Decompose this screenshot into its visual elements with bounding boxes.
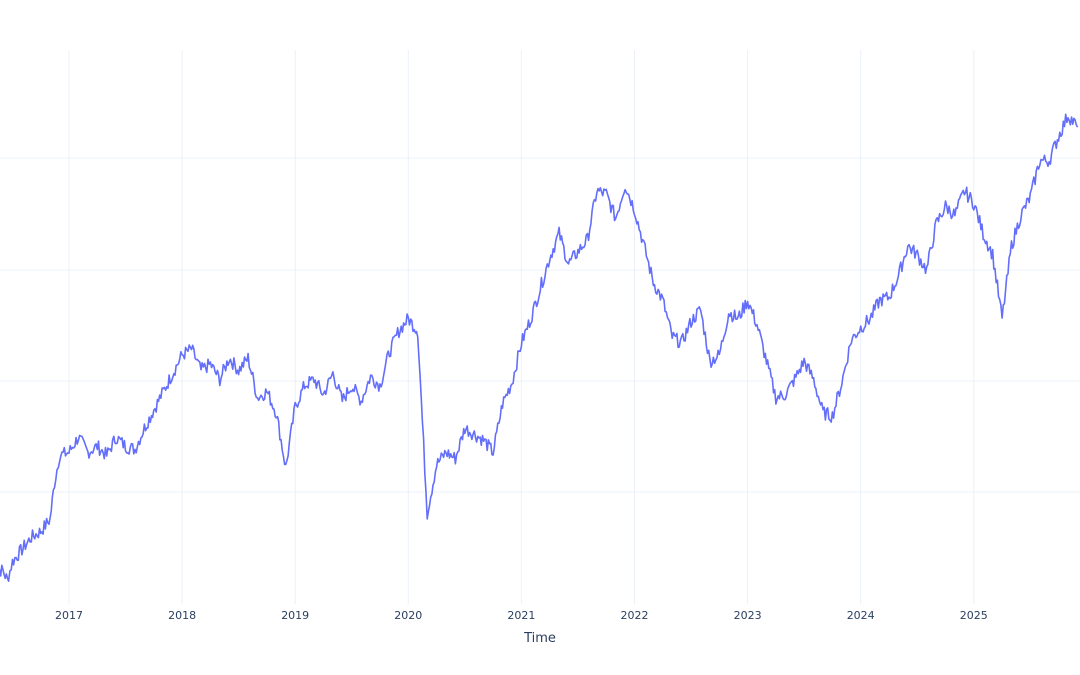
x-tick-label: 2019 [281, 609, 309, 622]
x-tick-label: 2025 [960, 609, 988, 622]
x-tick-label: 2017 [55, 609, 83, 622]
x-axis-title: Time [523, 631, 556, 646]
x-tick-label: 2024 [847, 609, 875, 622]
x-tick-label: 2018 [168, 609, 196, 622]
x-tick-label: 2020 [394, 609, 422, 622]
x-tick-label: 2022 [621, 609, 649, 622]
x-tick-label: 2023 [734, 609, 762, 622]
series-line [0, 113, 1079, 582]
x-tick-labels: 2017201820192020202120222023202420252 [55, 609, 988, 622]
series-group [0, 113, 1079, 582]
x-tick-label: 2021 [507, 609, 535, 622]
y-gridlines [0, 157, 1080, 493]
x-gridlines [68, 50, 975, 604]
